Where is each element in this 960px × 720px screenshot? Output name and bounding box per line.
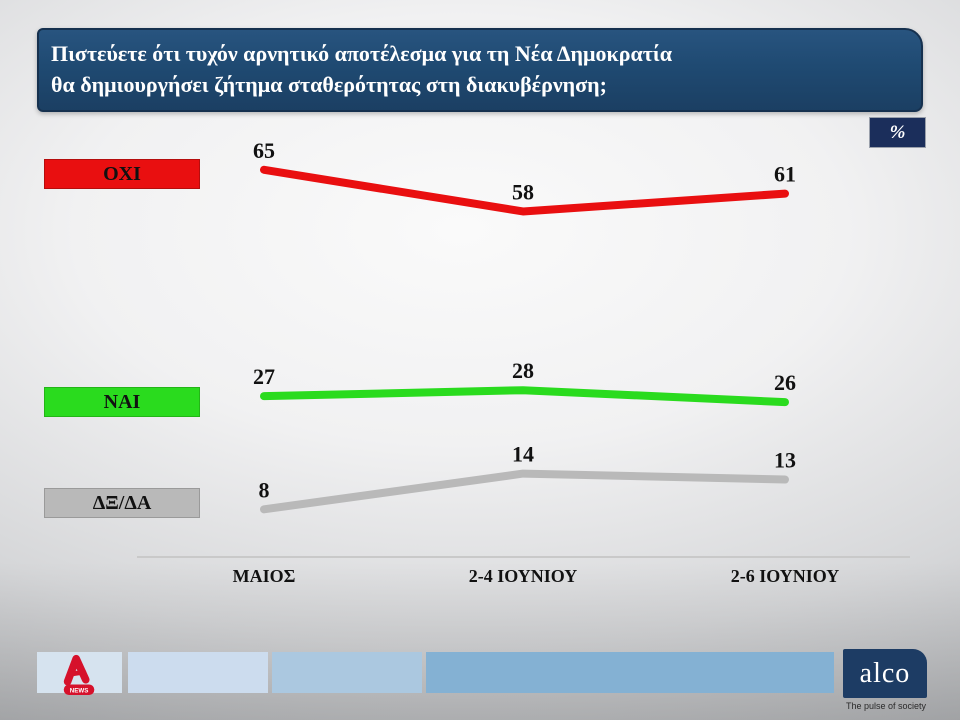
value-label: 28	[512, 358, 534, 383]
alpha-news-logo: NEWS	[63, 654, 95, 695]
footer-tile-1	[128, 652, 268, 693]
value-label: 61	[774, 162, 796, 187]
series-line-2	[260, 469, 789, 514]
category-label: ΜΑΙΟΣ	[233, 566, 296, 586]
value-label: 26	[774, 370, 796, 395]
percent-unit-badge: %	[869, 117, 926, 148]
question-title-line1: Πιστεύετε ότι τυχόν αρνητικό αποτέλεσμα …	[51, 41, 673, 66]
question-title-line2: θα δημιουργήσει ζήτημα σταθερότητας στη …	[51, 72, 607, 97]
category-label: 2-4 ΙΟΥΝΙΟΥ	[469, 566, 578, 586]
legend-label-dxda: ΔΞ/ΔΑ	[92, 491, 152, 514]
value-label: 65	[253, 138, 275, 163]
alco-logo: alco	[843, 649, 927, 698]
series-line-0	[260, 165, 789, 216]
footer-tile-strip	[37, 652, 837, 693]
alco-tagline: The pulse of society	[845, 701, 927, 711]
footer-tile-3	[426, 652, 834, 693]
value-label: 14	[512, 442, 534, 467]
alco-logo-text: alco	[859, 657, 911, 689]
alpha-a-bar-icon	[69, 669, 87, 677]
series-line-1	[260, 386, 789, 407]
value-label: 13	[774, 448, 796, 473]
news-pill	[63, 684, 95, 695]
legend-item-dxda: ΔΞ/ΔΑ	[44, 488, 200, 518]
value-label: 27	[253, 364, 275, 389]
footer-tile-2	[272, 652, 422, 693]
value-label: 58	[512, 179, 534, 204]
question-title-banner: Πιστεύετε ότι τυχόν αρνητικό αποτέλεσμα …	[37, 28, 923, 112]
legend-item-nai: ΝΑΙ	[44, 387, 200, 417]
legend-label-nai: ΝΑΙ	[103, 390, 141, 413]
alpha-news-text: NEWS	[70, 688, 89, 695]
category-label: 2-6 ΙΟΥΝΙΟΥ	[731, 566, 840, 586]
legend-item-oxi: ΟΧΙ	[44, 159, 200, 189]
legend-label-oxi: ΟΧΙ	[103, 162, 141, 185]
value-label: 8	[259, 477, 270, 502]
